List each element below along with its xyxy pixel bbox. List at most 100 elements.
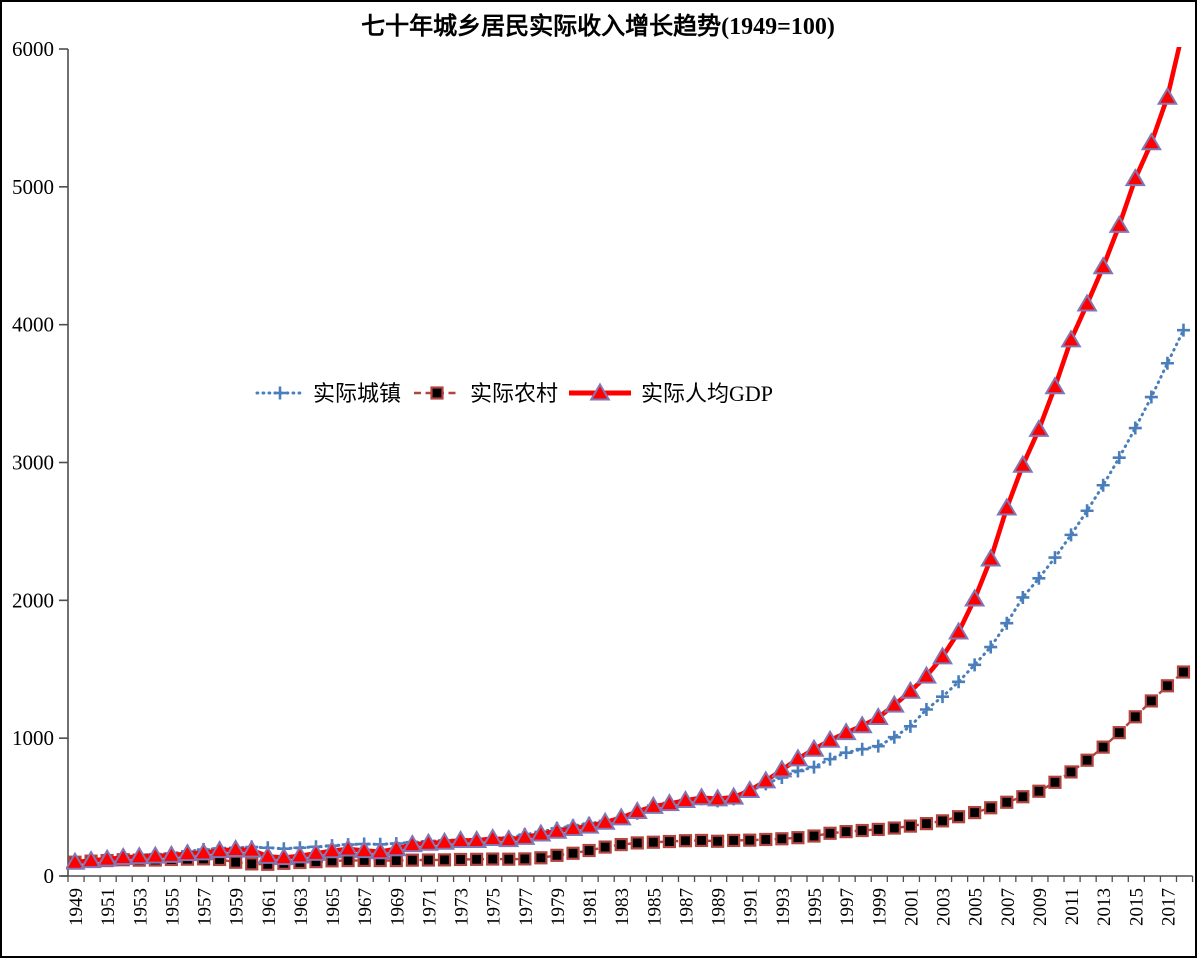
- x-tick-label: 1987: [676, 888, 697, 926]
- triangle-marker: [1156, 86, 1178, 105]
- y-tick-label: 5000: [12, 175, 54, 199]
- square-marker: [662, 834, 677, 849]
- triangle-marker: [1108, 214, 1130, 233]
- legend-item-实际人均GDP: 实际人均GDP: [569, 381, 773, 406]
- square-marker: [598, 840, 612, 854]
- triangle-marker: [996, 497, 1018, 516]
- y-tick-label: 2000: [12, 588, 54, 612]
- triangle-marker: [80, 850, 102, 869]
- square-marker: [903, 819, 917, 833]
- triangle-marker: [755, 770, 777, 789]
- triangle-marker: [369, 841, 391, 860]
- triangle-marker: [610, 807, 632, 826]
- triangle-marker: [160, 844, 182, 863]
- legend-label: 实际农村: [470, 381, 558, 406]
- triangle-marker: [289, 845, 311, 864]
- triangle-marker: [530, 823, 552, 842]
- plus-marker: [1048, 551, 1062, 565]
- plus-marker: [952, 675, 966, 689]
- triangle-marker: [931, 646, 954, 665]
- square-marker: [1128, 710, 1142, 724]
- triangle-marker: [626, 801, 648, 819]
- plus-marker: [791, 764, 805, 778]
- x-tick-label: 1991: [741, 888, 762, 926]
- x-tick-label: 2009: [1030, 888, 1051, 926]
- square-marker: [855, 823, 869, 838]
- triangle-marker: [819, 729, 841, 748]
- plus-marker: [968, 658, 982, 672]
- x-tick-label: 1961: [259, 888, 280, 926]
- square-marker: [453, 852, 468, 867]
- square-marker: [1096, 740, 1110, 754]
- x-tick-label: 1949: [66, 888, 87, 926]
- plus-marker: [887, 730, 901, 744]
- x-tick-label: 1997: [837, 888, 858, 926]
- square-marker: [389, 853, 403, 868]
- triangle-marker: [321, 840, 343, 859]
- plus-marker: [1080, 504, 1094, 518]
- square-marker: [245, 857, 259, 871]
- square-marker: [630, 836, 644, 850]
- plus-marker: [1176, 323, 1190, 337]
- plus-marker: [871, 739, 885, 753]
- triangle-marker: [787, 748, 809, 767]
- triangle-marker: [353, 840, 375, 859]
- x-tick-label: 1995: [805, 888, 826, 926]
- triangle-marker: [546, 820, 568, 839]
- x-tick-label: 2013: [1094, 888, 1115, 926]
- square-marker: [871, 822, 885, 837]
- triangle-marker: [1060, 329, 1082, 348]
- legend-item-实际城镇: 实际城镇: [255, 381, 401, 406]
- square-marker: [646, 835, 660, 849]
- y-tick-label: 1000: [12, 726, 54, 750]
- triangle-marker: [337, 838, 359, 857]
- y-tick-label: 0: [44, 864, 55, 888]
- triangle-marker: [803, 738, 825, 757]
- plus-marker: [919, 702, 933, 716]
- triangle-marker: [273, 847, 295, 866]
- square-marker: [614, 837, 628, 852]
- plus-marker: [839, 746, 853, 760]
- triangle-marker: [948, 621, 970, 640]
- plus-marker: [823, 752, 837, 766]
- x-tick-label: 1979: [548, 888, 569, 926]
- square-marker: [1032, 784, 1046, 798]
- x-tick-label: 1967: [355, 888, 376, 926]
- x-tick-label: 1971: [419, 888, 440, 926]
- plus-marker: [1144, 390, 1158, 404]
- legend: 实际城镇 实际农村 实际人均GDP: [255, 381, 773, 406]
- series-实际农村: [68, 665, 1191, 871]
- square-marker: [1176, 665, 1191, 679]
- plus-marker: [1160, 356, 1174, 370]
- triangle-marker: [1140, 132, 1162, 151]
- square-marker: [550, 848, 564, 862]
- plus-marker: [855, 742, 869, 756]
- plus-marker: [1128, 421, 1142, 435]
- x-tick-label: 1993: [773, 888, 794, 926]
- square-marker: [694, 833, 709, 848]
- x-tick-label: 1963: [291, 888, 312, 926]
- square-marker: [341, 853, 355, 868]
- triangle-marker: [1012, 454, 1034, 473]
- series-line: [74, 671, 1185, 866]
- triangle-marker: [96, 848, 118, 867]
- square-marker: [437, 853, 452, 867]
- triangle-marker: [915, 665, 937, 684]
- triangle-marker: [433, 831, 456, 850]
- x-tick-label: 1951: [98, 888, 119, 926]
- x-tick-label: 2003: [934, 888, 955, 926]
- triangle-marker: [562, 817, 584, 836]
- triangle-marker: [176, 843, 199, 862]
- triangle-marker: [1076, 293, 1098, 312]
- triangle-marker: [225, 839, 247, 858]
- plus-marker: [903, 719, 917, 733]
- x-tick-label: 2001: [901, 888, 922, 926]
- square-marker: [1064, 765, 1078, 779]
- triangle-marker: [112, 847, 134, 866]
- triangle-marker: [835, 722, 857, 741]
- triangle-marker: [1092, 256, 1114, 275]
- triangle-marker: [144, 845, 166, 864]
- triangle-marker: [867, 707, 889, 725]
- square-marker: [486, 852, 500, 866]
